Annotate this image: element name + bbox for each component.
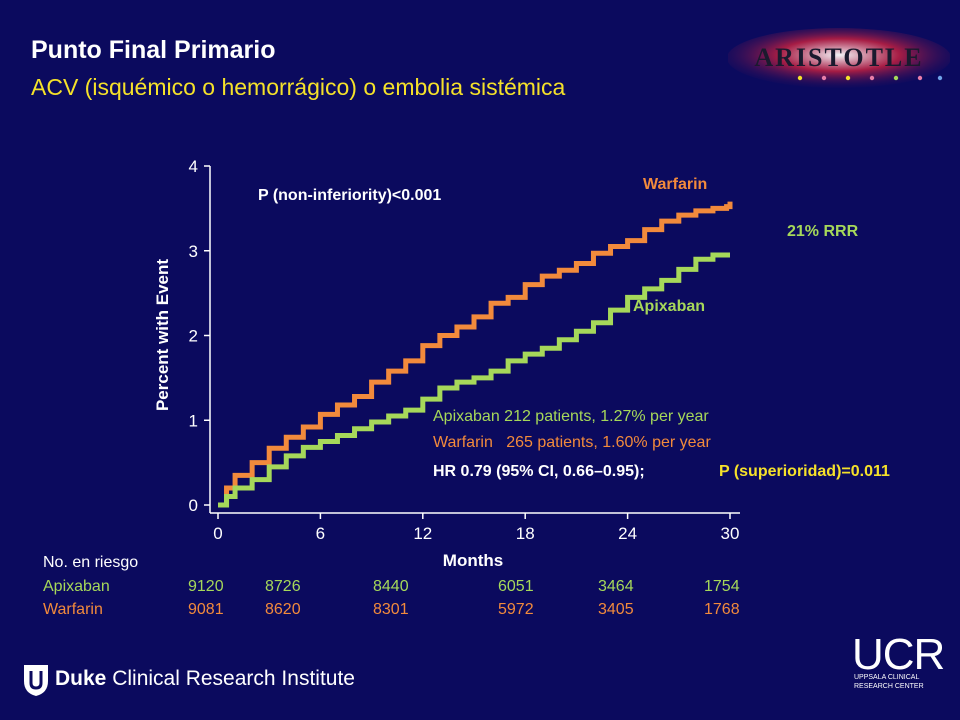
duke-institute: Clinical Research Institute <box>106 667 355 690</box>
risk-cell: 8726 <box>265 578 301 595</box>
y-tick-label: 0 <box>189 496 198 515</box>
duke-shield-icon <box>24 665 48 696</box>
risk-cell: 1754 <box>704 578 740 595</box>
risk-cell: 3405 <box>598 601 634 618</box>
aristotle-dots <box>797 75 943 81</box>
ucr-subtitle: UPPSALA CLINICAL RESEARCH CENTER <box>854 673 944 691</box>
duke-logo-text: Duke Clinical Research Institute <box>55 667 355 691</box>
hr-text: HR 0.79 (95% CI, 0.66–0.95); <box>433 463 645 480</box>
x-tick-label: 0 <box>213 524 222 543</box>
aristotle-logo: ARISTOTLE <box>728 28 950 88</box>
series-line-apixaban <box>218 252 730 508</box>
x-tick-label: 24 <box>618 524 637 543</box>
y-tick-label: 2 <box>189 327 198 346</box>
risk-cell: 6051 <box>498 578 534 595</box>
risk-cell: 9081 <box>188 601 224 618</box>
risk-cell: 8301 <box>373 601 409 618</box>
risk-cell: 9120 <box>188 578 224 595</box>
risk-cell: 1768 <box>704 601 740 618</box>
p-noninferiority-text: P (non-inferiority)<0.001 <box>258 187 441 204</box>
x-axis-label: Months <box>443 551 503 570</box>
p-superiority-text: P (superioridad)=0.011 <box>719 463 890 480</box>
risk-table-title: No. en riesgo <box>43 554 139 571</box>
y-tick-label: 4 <box>189 157 198 176</box>
series-label-apixaban: Apixaban <box>633 298 705 315</box>
series-line-warfarin <box>218 201 733 508</box>
ucr-line-1: UPPSALA CLINICAL <box>854 674 920 681</box>
x-tick-label: 30 <box>721 524 740 543</box>
rrr-text: 21% RRR <box>787 223 859 240</box>
warfarin-stats-text: Warfarin 265 patients, 1.60% per year <box>433 434 711 451</box>
aristotle-logo-text: ARISTOTLE <box>754 43 923 72</box>
slide-subtitle: ACV (isquémico o hemorrágico) o embolia … <box>31 74 566 100</box>
risk-cell: 8620 <box>265 601 301 618</box>
apixaban-stats-text: Apixaban 212 patients, 1.27% per year <box>433 408 709 425</box>
risk-cell: 3464 <box>598 578 634 595</box>
x-tick-label: 6 <box>316 524 325 543</box>
risk-cell: 5972 <box>498 601 534 618</box>
x-tick-label: 18 <box>516 524 535 543</box>
slide-title: Punto Final Primario <box>31 36 276 64</box>
risk-row-label: Warfarin <box>43 601 103 618</box>
y-tick-label: 1 <box>189 411 198 430</box>
ucr-line-2: RESEARCH CENTER <box>854 683 924 690</box>
hr-value: HR 0.79 (95% CI, 0.66–0.95); <box>433 463 645 480</box>
ucr-logo-text: UCR <box>852 630 945 679</box>
y-axis-label: Percent with Event <box>153 259 172 411</box>
y-tick-label: 3 <box>189 242 198 261</box>
risk-row-label: Apixaban <box>43 578 110 595</box>
duke-name: Duke <box>55 667 107 690</box>
risk-cell: 8440 <box>373 578 409 595</box>
series-label-warfarin: Warfarin <box>643 176 707 193</box>
x-tick-label: 12 <box>413 524 432 543</box>
